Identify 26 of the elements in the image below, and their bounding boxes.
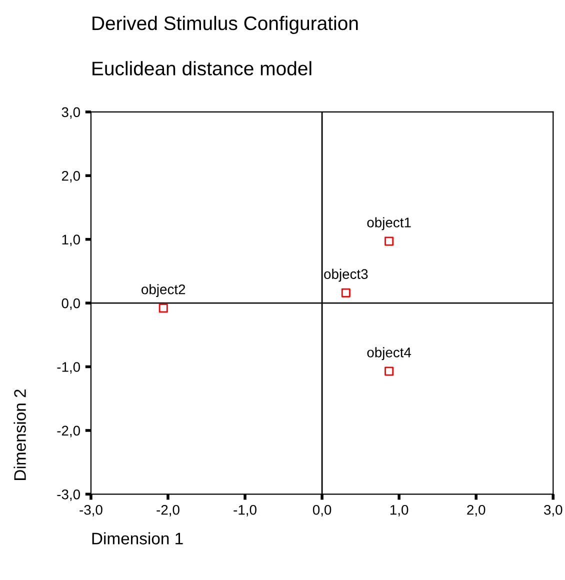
x-tick-label: -1,0	[234, 504, 256, 516]
point	[341, 288, 350, 298]
y-tick-label: 0,0	[62, 298, 80, 310]
x-tick-label: 3,0	[544, 504, 562, 516]
x-axis-title: Dimension 1	[92, 532, 183, 544]
x-tick-label: -3,0	[80, 504, 102, 516]
x-tick-label: 1,0	[390, 504, 408, 516]
point	[158, 304, 168, 313]
annotation: object3	[324, 268, 368, 282]
chart-title: Derived Stimulus Configuration	[92, 16, 358, 34]
y-tick-label: 1,0	[62, 234, 80, 246]
y-axis-title: Dimension 2	[14, 390, 26, 480]
point	[384, 366, 394, 376]
chart-subtitle: Euclidean distance model	[92, 61, 312, 76]
y-tick-label: 3,0	[62, 107, 80, 119]
annotation: object1	[367, 217, 411, 230]
annotation: object4	[367, 347, 412, 360]
y-tick-label: 2,0	[62, 170, 80, 182]
y-tick-label: -1,0	[57, 362, 80, 374]
annotation: object2	[142, 284, 186, 298]
y-tick-label: -3,0	[57, 489, 80, 501]
x-tick-label: 0,0	[312, 504, 332, 516]
y-tick-label: -2,0	[57, 426, 80, 438]
x-tick-label: 2,0	[467, 504, 486, 516]
x-tick-label: -2,0	[156, 504, 180, 516]
point	[384, 236, 394, 246]
